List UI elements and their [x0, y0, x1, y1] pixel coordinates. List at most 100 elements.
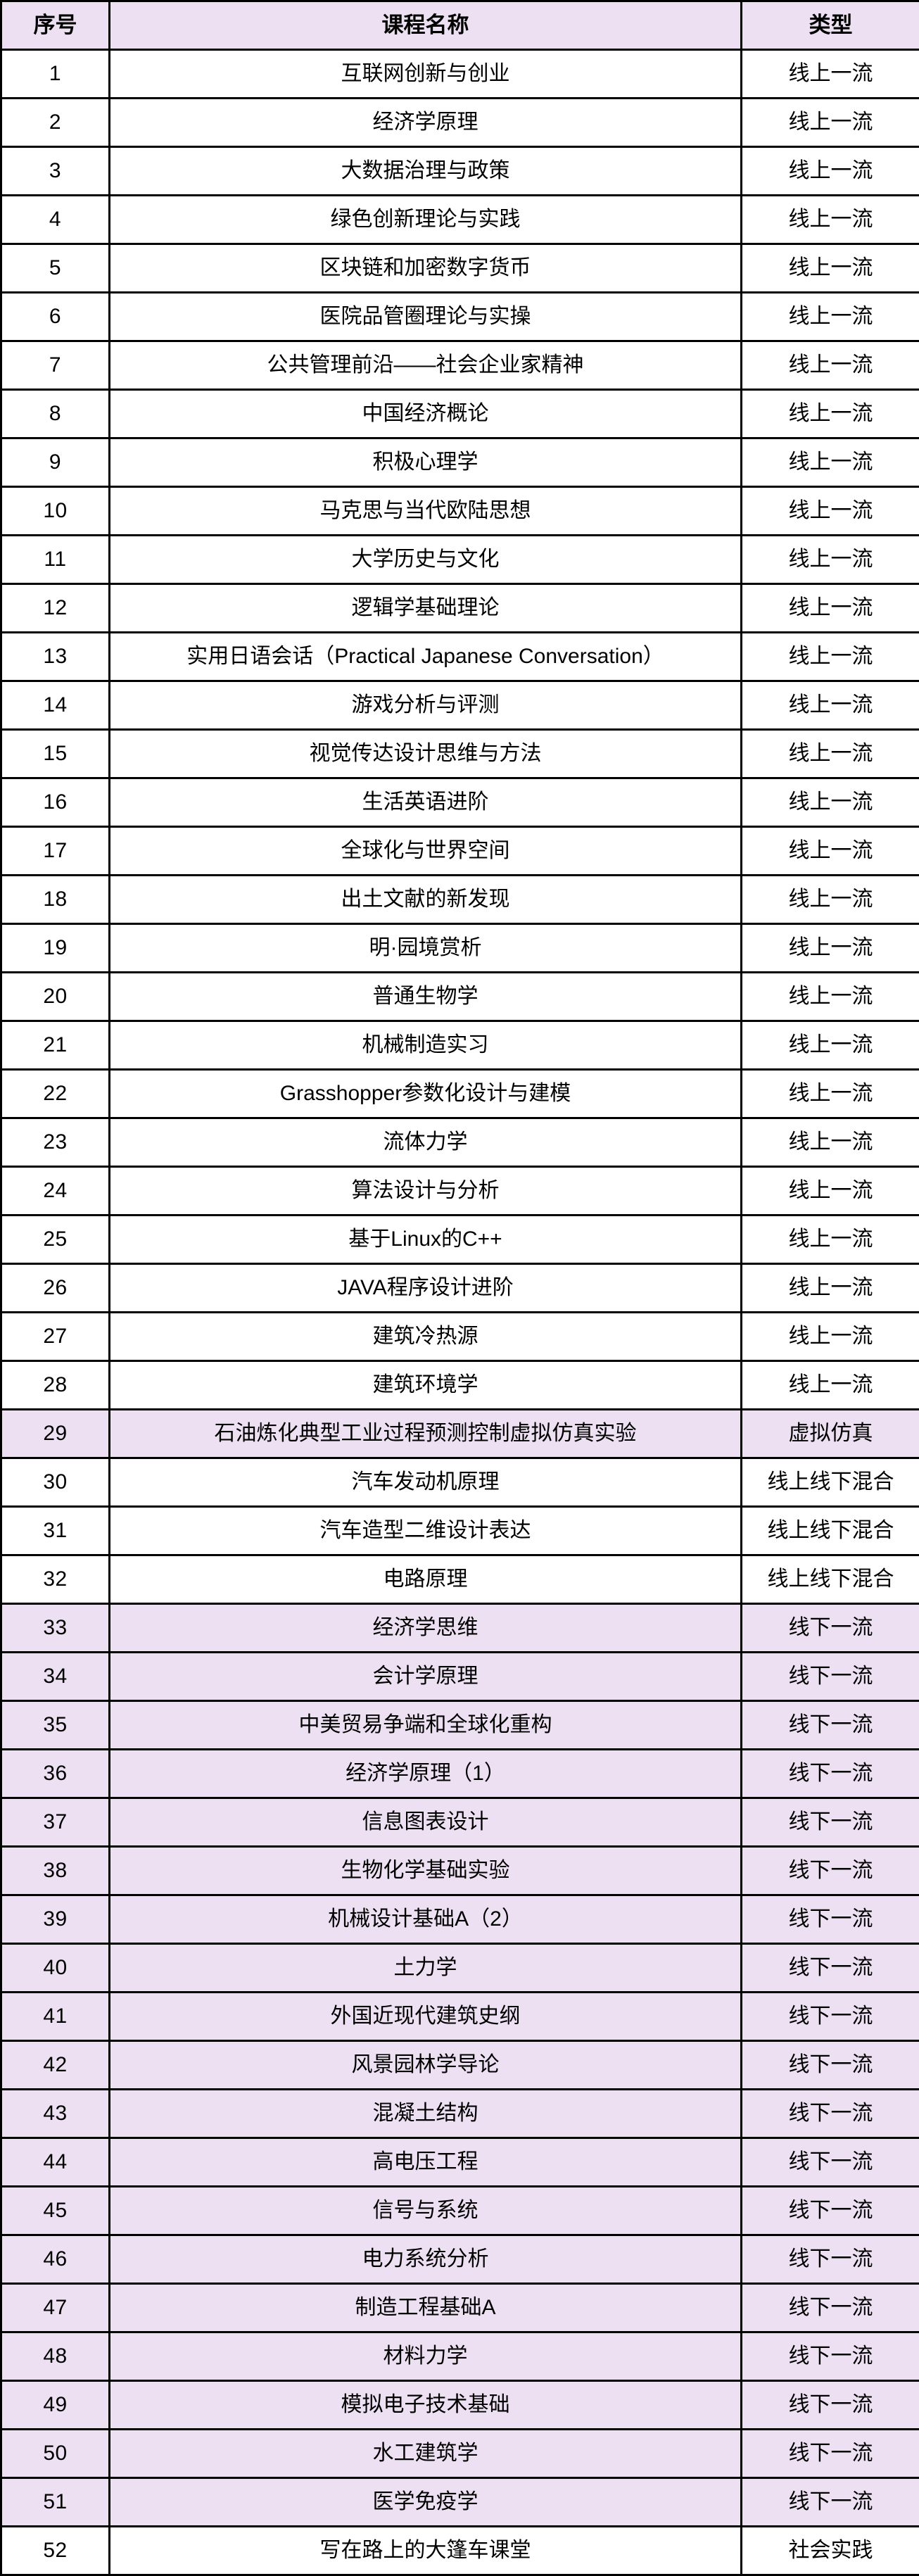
- cell-course-index: 11: [1, 536, 110, 584]
- cell-course-name: 中美贸易争端和全球化重构: [110, 1701, 742, 1750]
- cell-course-type: 线上线下混合: [742, 1555, 919, 1604]
- cell-course-type: 线上一流: [742, 390, 919, 438]
- cell-course-index: 49: [1, 2381, 110, 2430]
- cell-course-type: 线下一流: [742, 1750, 919, 1798]
- cell-course-index: 36: [1, 1750, 110, 1798]
- cell-course-index: 12: [1, 584, 110, 633]
- cell-course-name: 出土文献的新发现: [110, 876, 742, 924]
- cell-course-name: 互联网创新与创业: [110, 50, 742, 99]
- cell-course-name: 逻辑学基础理论: [110, 584, 742, 633]
- cell-course-type: 线下一流: [742, 2090, 919, 2138]
- cell-course-index: 38: [1, 1847, 110, 1895]
- cell-course-index: 50: [1, 2430, 110, 2478]
- cell-course-type: 线下一流: [742, 2235, 919, 2284]
- cell-course-index: 37: [1, 1798, 110, 1847]
- cell-course-name: 游戏分析与评测: [110, 681, 742, 730]
- cell-course-index: 52: [1, 2527, 110, 2575]
- cell-course-index: 13: [1, 633, 110, 681]
- cell-course-index: 16: [1, 778, 110, 827]
- cell-course-type: 线上一流: [742, 196, 919, 244]
- cell-course-index: 19: [1, 924, 110, 973]
- cell-course-name: 高电压工程: [110, 2138, 742, 2187]
- cell-course-name: 建筑冷热源: [110, 1313, 742, 1361]
- cell-course-type: 线上一流: [742, 50, 919, 99]
- cell-course-index: 47: [1, 2284, 110, 2332]
- cell-course-index: 45: [1, 2187, 110, 2235]
- cell-course-name: 土力学: [110, 1944, 742, 1993]
- cell-course-name: 视觉传达设计思维与方法: [110, 730, 742, 778]
- cell-course-index: 41: [1, 1993, 110, 2041]
- cell-course-index: 31: [1, 1507, 110, 1555]
- cell-course-name: 马克思与当代欧陆思想: [110, 487, 742, 536]
- cell-course-type: 线上一流: [742, 1216, 919, 1264]
- cell-course-index: 30: [1, 1458, 110, 1507]
- cell-course-name: 制造工程基础A: [110, 2284, 742, 2332]
- cell-course-index: 22: [1, 1070, 110, 1118]
- cell-course-type: 线上一流: [742, 438, 919, 487]
- cell-course-type: 线上一流: [742, 341, 919, 390]
- cell-course-name: 会计学原理: [110, 1653, 742, 1701]
- cell-course-index: 15: [1, 730, 110, 778]
- cell-course-type: 线上一流: [742, 1361, 919, 1410]
- cell-course-index: 29: [1, 1410, 110, 1458]
- cell-course-index: 40: [1, 1944, 110, 1993]
- cell-course-name: 流体力学: [110, 1118, 742, 1167]
- cell-course-index: 43: [1, 2090, 110, 2138]
- table-header: 序号 课程名称 类型: [1, 1, 919, 50]
- cell-course-index: 14: [1, 681, 110, 730]
- cell-course-name: 医学免疫学: [110, 2478, 742, 2527]
- header-row: 序号 课程名称 类型: [1, 1, 919, 50]
- cell-course-type: 线上一流: [742, 536, 919, 584]
- cell-course-name: 经济学原理（1）: [110, 1750, 742, 1798]
- cell-course-name: 水工建筑学: [110, 2430, 742, 2478]
- cell-course-index: 32: [1, 1555, 110, 1604]
- cell-course-index: 18: [1, 876, 110, 924]
- cell-course-index: 27: [1, 1313, 110, 1361]
- cell-course-type: 线上一流: [742, 1264, 919, 1313]
- cell-course-type: 线上一流: [742, 681, 919, 730]
- cell-course-name: 基于Linux的C++: [110, 1216, 742, 1264]
- cell-course-index: 4: [1, 196, 110, 244]
- cell-course-index: 17: [1, 827, 110, 876]
- cell-course-name: 信号与系统: [110, 2187, 742, 2235]
- cell-course-type: 线上一流: [742, 147, 919, 196]
- cell-course-type: 线上一流: [742, 876, 919, 924]
- cell-course-name: 建筑环境学: [110, 1361, 742, 1410]
- cell-course-name: 机械制造实习: [110, 1021, 742, 1070]
- cell-course-type: 线下一流: [742, 2381, 919, 2430]
- cell-course-index: 46: [1, 2235, 110, 2284]
- column-header-name: 课程名称: [110, 1, 742, 50]
- cell-course-name: 电力系统分析: [110, 2235, 742, 2284]
- cell-course-name: 风景园林学导论: [110, 2041, 742, 2090]
- cell-course-name: 大数据治理与政策: [110, 147, 742, 196]
- cell-course-name: 电路原理: [110, 1555, 742, 1604]
- cell-course-index: 9: [1, 438, 110, 487]
- cell-course-type: 线上一流: [742, 1021, 919, 1070]
- cell-course-index: 33: [1, 1604, 110, 1653]
- cell-course-name: 写在路上的大篷车课堂: [110, 2527, 742, 2575]
- cell-course-name: 模拟电子技术基础: [110, 2381, 742, 2430]
